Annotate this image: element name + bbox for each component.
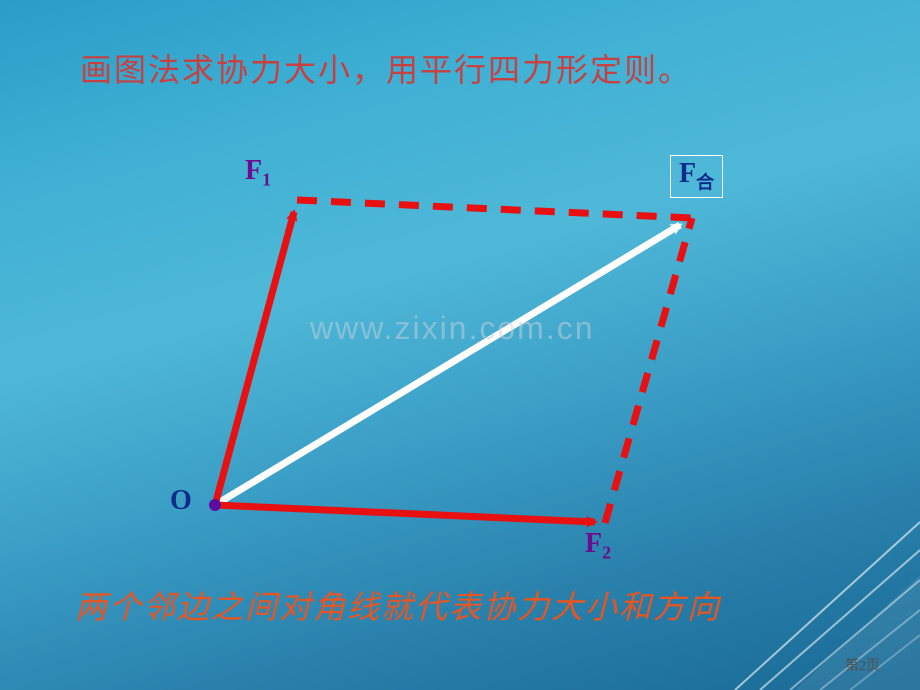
label-fhe-text: F xyxy=(679,158,696,189)
label-f2: F2 xyxy=(585,528,611,564)
origin-point xyxy=(209,499,221,511)
label-f1: F1 xyxy=(245,155,271,191)
slide-caption: 两个邻边之间对角线就代表协力大小和方向 xyxy=(75,582,721,628)
force-vector-f2 xyxy=(215,505,595,522)
label-origin: O xyxy=(170,485,192,517)
label-f1-text: F xyxy=(245,155,262,186)
resultant-vector xyxy=(215,225,680,505)
label-f2-sub: 2 xyxy=(602,543,611,563)
watermark-text: www.zixin.com.cn xyxy=(310,310,595,347)
label-f2-text: F xyxy=(585,528,602,559)
label-f-resultant: F合 xyxy=(670,155,723,198)
corner-decoration xyxy=(720,510,920,690)
dashed-edge-f1-to-fhe xyxy=(297,200,692,218)
label-f1-sub: 1 xyxy=(262,170,271,190)
label-fhe-sub: 合 xyxy=(696,173,714,193)
page-number: 第2页 xyxy=(845,655,880,675)
